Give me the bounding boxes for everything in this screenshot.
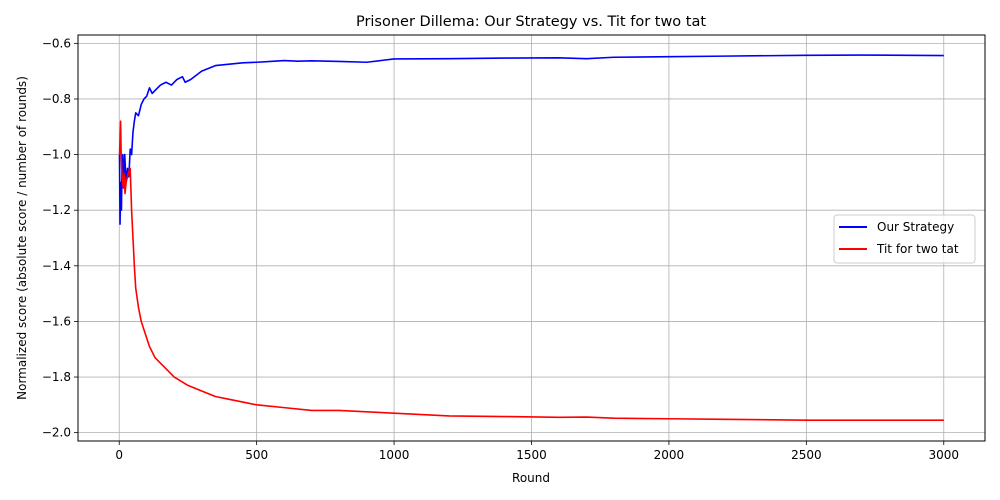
x-tick-label: 2000 xyxy=(654,448,685,462)
chart-title: Prisoner Dillema: Our Strategy vs. Tit f… xyxy=(356,14,706,30)
x-axis-ticks: 0 500 1000 1500 2000 2500 3000 xyxy=(115,441,959,462)
series-lines xyxy=(118,54,944,421)
x-axis-label: Round xyxy=(512,471,550,485)
y-tick-label: −1.2 xyxy=(42,203,71,217)
y-tick-label: −0.8 xyxy=(42,92,71,106)
y-tick-label: −1.4 xyxy=(42,259,71,273)
series-line-our-strategy xyxy=(118,54,944,225)
y-tick-label: −0.6 xyxy=(42,36,71,50)
legend-box xyxy=(833,214,976,264)
legend-label-our-strategy: Our Strategy xyxy=(877,220,954,234)
x-tick-label: 0 xyxy=(115,448,123,462)
x-tick-label: 1000 xyxy=(379,448,410,462)
y-tick-label: −2.0 xyxy=(42,426,71,440)
legend: Our Strategy Tit for two tat xyxy=(833,214,976,264)
x-tick-label: 500 xyxy=(245,448,268,462)
x-tick-label: 3000 xyxy=(928,448,959,462)
y-tick-label: −1.0 xyxy=(42,148,71,162)
y-axis-ticks: −2.0 −1.8 −1.6 −1.4 −1.2 −1.0 −0.8 −0.6 xyxy=(42,36,78,440)
legend-label-tit-for-two-tat: Tit for two tat xyxy=(876,242,959,256)
grid xyxy=(78,35,985,441)
x-tick-label: 2500 xyxy=(791,448,822,462)
x-tick-label: 1500 xyxy=(516,448,547,462)
y-tick-label: −1.8 xyxy=(42,370,71,384)
series-line-tit-for-two-tat xyxy=(118,120,944,421)
y-axis-label: Normalized score (absolute score / numbe… xyxy=(15,76,29,400)
y-tick-label: −1.6 xyxy=(42,314,71,328)
